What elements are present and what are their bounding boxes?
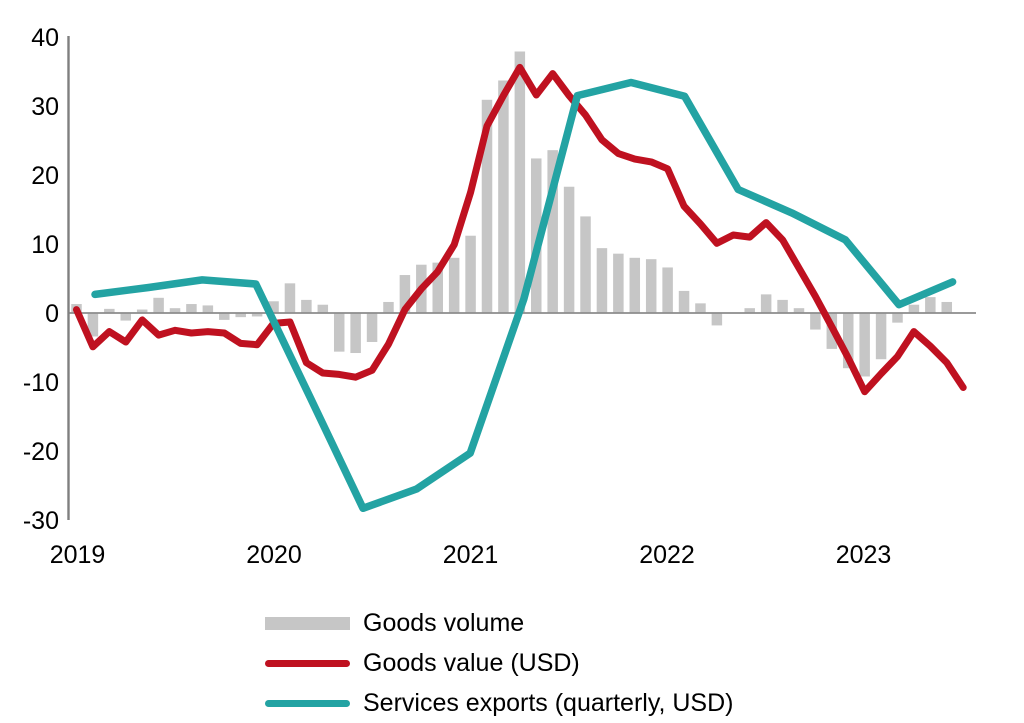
legend-item-services-exports: Services exports (quarterly, USD) [265,683,733,723]
y-axis-tick-label: -10 [23,369,59,397]
goods-value-line [73,63,967,396]
goods-volume-bar [711,313,723,326]
goods-volume-bar [941,301,953,313]
y-axis-tick-label: 30 [31,93,59,121]
goods-volume-bar [120,313,132,321]
legend-item-goods-value: Goods value (USD) [265,643,733,683]
x-axis-year-labels: 2019 2020 2021 2022 2023 [50,541,892,569]
y-axis-tick-labels: 40 30 20 10 0 -10 -20 -30 [23,24,59,535]
goods-volume-bar [104,308,115,313]
goods-volume-bar [465,235,476,313]
y-axis-tick-label: -30 [23,507,59,535]
goods-volume-bar [317,304,329,313]
goods-volume-bar [514,51,526,314]
y-axis-tick-label: 0 [45,300,59,328]
legend: Goods volume Goods value (USD) Services … [265,603,733,723]
x-axis-year-label: 2019 [50,541,106,569]
legend-label-goods-volume: Goods volume [363,608,525,637]
goods-volume-bar [350,313,361,354]
goods-volume-bar [875,313,887,360]
goods-volume-bar [908,304,920,313]
goods-volume-bar [842,313,854,369]
goods-volume-bar [448,257,460,313]
legend-swatch-goods-value-line [265,659,350,667]
goods-volume-bar [136,309,148,313]
legend-swatch-goods-volume-bar [265,616,350,630]
services-exports-line [91,78,957,513]
goods-volume-bar [219,313,230,320]
goods-volume-bar [531,158,542,313]
legend-label-services-exports: Services exports (quarterly, USD) [363,688,734,717]
y-axis-tick-label: 40 [31,24,59,52]
goods-volume-bar [498,80,509,313]
x-axis-year-label: 2020 [246,541,302,569]
goods-volume-bar [547,150,558,313]
goods-volume-bar [153,297,164,313]
goods-volume-bar [186,304,197,313]
goods-volume-bar [432,262,443,313]
goods-volume-bar [333,313,345,352]
goods-volume-bar [695,303,706,313]
goods-volume-bar [613,253,624,313]
goods-volume-bar [366,313,378,342]
goods-volume-bar [202,305,214,313]
goods-volume-bars [71,51,953,377]
legend-label-goods-value: Goods value (USD) [363,648,580,677]
goods-volume-bar [563,186,575,313]
goods-volume-bar [629,257,641,313]
goods-volume-bar [892,313,903,323]
y-axis-tick-label: 10 [31,231,59,259]
goods-volume-bar [793,308,805,313]
x-axis-year-label: 2021 [443,541,499,569]
x-axis-year-label: 2022 [639,541,695,569]
goods-volume-bar [645,259,657,313]
goods-volume-bar [169,308,181,313]
goods-volume-bar [810,313,821,330]
goods-volume-bar [284,283,296,313]
goods-volume-bar [580,216,591,313]
goods-volume-bar [481,99,493,313]
goods-volume-bar [859,313,870,377]
y-axis-tick-label: -20 [23,438,59,466]
goods-volume-bar [268,301,279,313]
goods-volume-bar [678,290,690,313]
goods-volume-bar [662,267,673,313]
goods-volume-bar [251,313,263,317]
legend-swatch-services-exports-line [265,699,350,707]
goods-volume-bar [596,248,608,313]
goods-volume-bar [383,301,394,313]
goods-volume-bar [760,294,772,313]
goods-volume-bar [301,299,312,313]
goods-volume-bar [399,275,411,313]
goods-volume-bar [235,313,246,318]
legend-item-goods-volume: Goods volume [265,603,733,643]
x-axis-year-label: 2023 [836,541,892,569]
goods-volume-bar [925,297,936,313]
goods-volume-bar [87,313,99,337]
goods-volume-bar [744,308,755,313]
y-axis-tick-label: 20 [31,162,59,190]
goods-volume-bar [777,299,788,313]
